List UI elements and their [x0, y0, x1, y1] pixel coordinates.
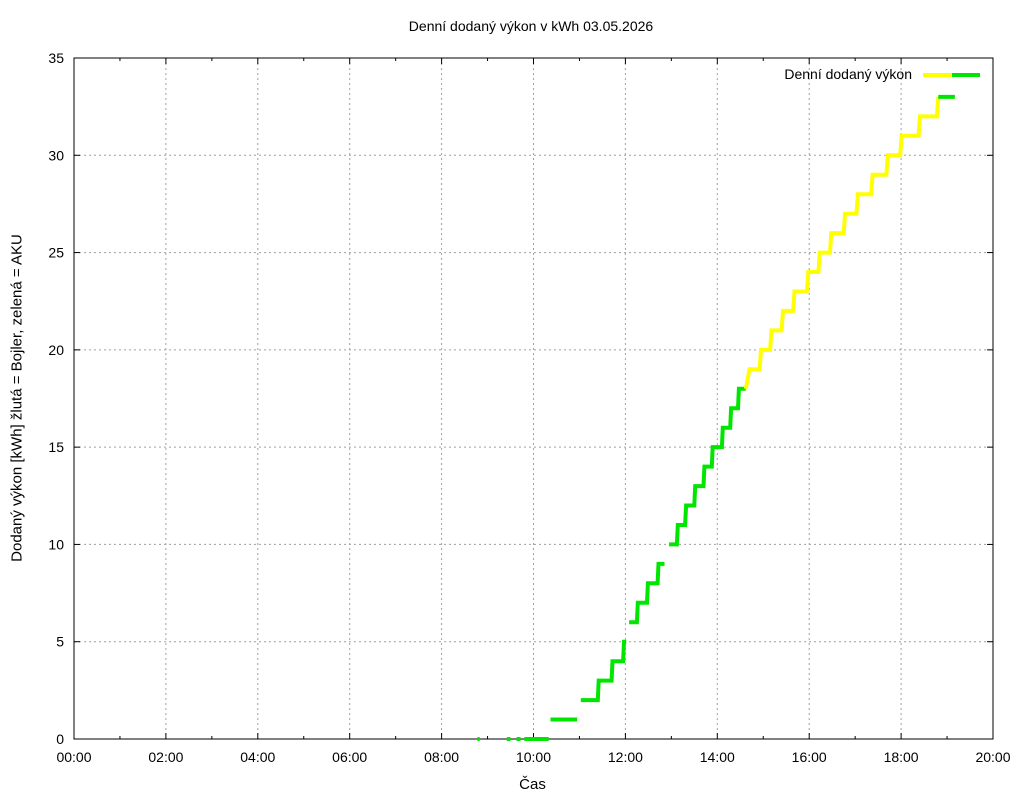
y-tick-label: 0: [56, 731, 64, 747]
x-tick-label: 14:00: [700, 749, 735, 765]
x-tick-label: 04:00: [240, 749, 275, 765]
legend-label: Denní dodaný výkon: [784, 66, 912, 82]
x-tick-label: 16:00: [792, 749, 827, 765]
series-segment-bojler: [743, 96, 941, 390]
grid: [74, 58, 993, 739]
series-segment-aku: [629, 561, 665, 625]
x-axis-label: Čas: [519, 776, 546, 793]
series-segment-aku: [669, 386, 746, 547]
x-tick-label: 20:00: [975, 749, 1010, 765]
y-tick-label: 30: [48, 147, 64, 163]
y-axis-label: Dodaný výkon [kWh] žlutá = Bojler, zelen…: [8, 234, 26, 562]
x-tick-labels: 00:00 02:00 04:00 06:00 08:00 10:00 12:00 14:00…: [56, 749, 1010, 765]
x-tick-label: 08:00: [424, 749, 459, 765]
y-tick-label: 15: [48, 439, 64, 455]
y-tick-label: 10: [48, 536, 64, 552]
x-tick-label: 12:00: [608, 749, 643, 765]
y-tick-label: 25: [48, 245, 64, 261]
y-tick-label: 20: [48, 342, 64, 358]
y-tick-labels: 0 5 10 15 20 25 30 35: [48, 50, 64, 747]
chart-title: Denní dodaný výkon v kWh 03.05.2026: [408, 18, 654, 34]
x-tick-label: 02:00: [148, 749, 183, 765]
tick-marks: [73, 57, 994, 740]
x-tick-label: 00:00: [56, 749, 91, 765]
series-segment-aku: [580, 639, 627, 703]
y-tick-label: 5: [56, 634, 64, 650]
x-tick-label: 10:00: [516, 749, 551, 765]
y-tick-label: 35: [48, 50, 64, 66]
series-lines: [477, 94, 955, 741]
x-tick-label: 18:00: [884, 749, 919, 765]
x-tick-label: 06:00: [332, 749, 367, 765]
